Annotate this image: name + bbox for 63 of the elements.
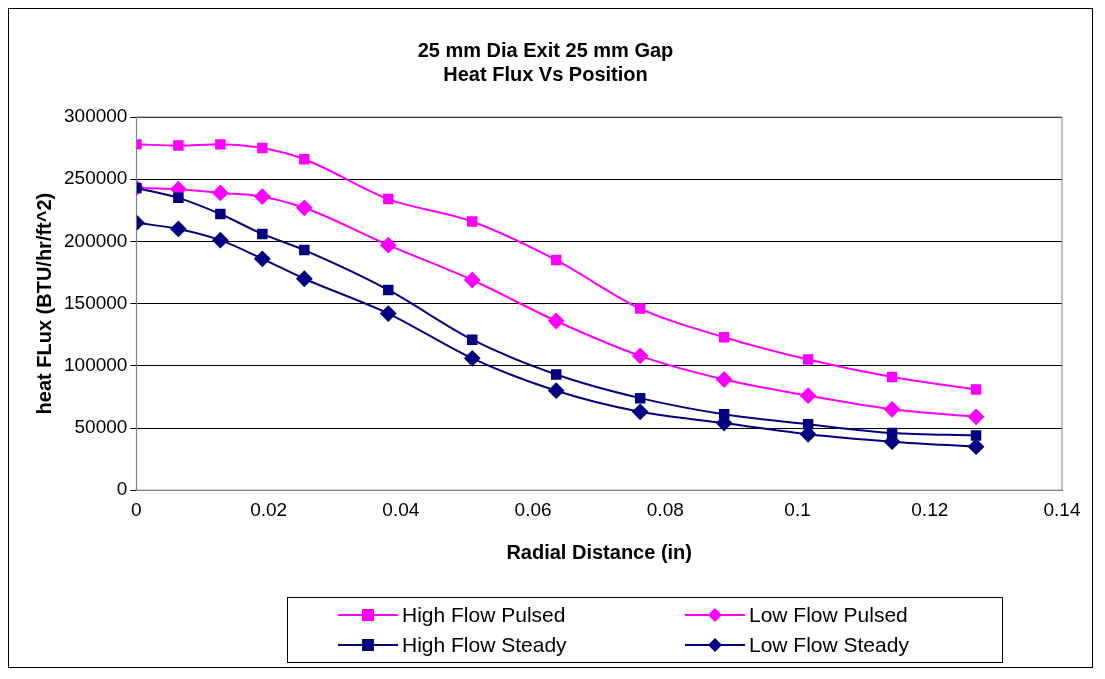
x-tick-label: 0 [131,498,142,520]
x-tick-label: 0.1 [784,498,811,520]
point [550,369,562,380]
y-tick-label: 150000 [64,291,128,313]
point [718,331,730,343]
point [212,184,229,201]
point [968,438,985,455]
point [634,303,646,314]
y-tick-label: 300000 [64,105,128,127]
x-tick-label: 0.08 [646,498,684,520]
point [464,271,481,288]
point [299,244,310,256]
point [467,216,478,227]
point [296,199,313,216]
point [383,193,394,205]
point [632,347,649,364]
point [548,313,565,330]
point [634,392,646,404]
point [467,334,478,345]
point [716,371,733,388]
point [970,384,982,395]
point [380,237,397,254]
point [254,188,271,205]
point [215,208,226,220]
legend-label: Low Flow Pulsed [749,603,908,627]
legend-label: High Flow Steady [402,633,567,657]
x-tick-label: 0.14 [1043,498,1081,520]
y-tick-label: 250000 [64,167,128,189]
point [464,350,481,367]
x-axis-title: Radial Distance (in) [506,540,693,563]
point [884,401,901,418]
point [212,232,229,249]
point [296,270,313,287]
legend-label: Low Flow Steady [749,633,909,657]
point [802,354,814,365]
point [800,387,817,404]
point [299,154,310,165]
x-tick-label: 0.04 [382,498,420,520]
chart-title: 25 mm Dia Exit 25 mm Gap Heat Flux Vs Position [417,38,674,85]
legend-label: High Flow Pulsed [402,603,566,627]
point [173,192,184,204]
point [632,403,649,420]
point [257,142,268,154]
x-tick-label: 0.02 [250,498,288,520]
point [380,305,397,322]
y-tick-label: 0 [116,478,128,500]
point [548,382,565,399]
y-tick-label: 100000 [64,354,128,376]
point [383,284,394,296]
y-tick-label: 50000 [74,416,128,438]
point [173,140,184,151]
point [886,371,898,383]
x-tick-label: 0.06 [514,498,552,520]
y-axis-title: heat FLux (BTU/hr/ft^2) [32,192,55,415]
point [257,228,268,240]
point [254,250,271,267]
y-tick-label: 200000 [64,229,128,251]
point [968,408,985,425]
point [970,430,982,441]
point [170,220,187,237]
point [550,254,562,266]
point [215,139,226,150]
x-tick-label: 0.12 [911,498,949,520]
